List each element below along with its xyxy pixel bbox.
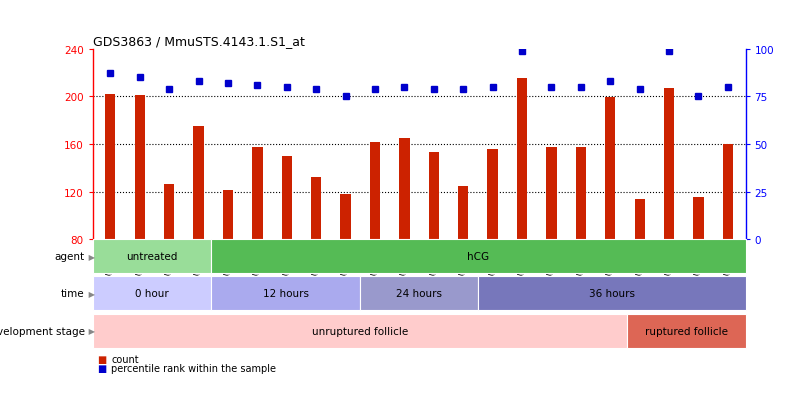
Bar	[488, 150, 498, 240]
Bar	[399, 139, 409, 240]
Bar	[723, 145, 733, 240]
Text: ■: ■	[97, 363, 106, 373]
Text: 36 hours: 36 hours	[589, 289, 635, 299]
Text: ▶: ▶	[86, 289, 95, 298]
Bar	[458, 186, 468, 240]
Bar	[693, 198, 704, 240]
Bar	[664, 89, 675, 240]
Bar	[311, 178, 322, 240]
Text: 24 hours: 24 hours	[396, 289, 442, 299]
Bar	[370, 142, 380, 240]
Bar	[634, 199, 645, 240]
Bar	[222, 191, 233, 240]
Text: 0 hour: 0 hour	[135, 289, 169, 299]
Text: untreated: untreated	[127, 252, 178, 261]
Text: time: time	[61, 289, 85, 299]
Text: count: count	[111, 354, 139, 364]
Text: percentile rank within the sample: percentile rank within the sample	[111, 363, 276, 373]
Bar	[193, 127, 204, 240]
Text: ■: ■	[97, 354, 106, 364]
Text: development stage: development stage	[0, 326, 85, 336]
Bar	[164, 185, 174, 240]
Bar	[340, 195, 351, 240]
Text: agent: agent	[55, 252, 85, 261]
Bar	[546, 148, 557, 240]
Bar	[106, 95, 115, 240]
Text: unruptured follicle: unruptured follicle	[312, 326, 408, 336]
Text: 12 hours: 12 hours	[263, 289, 309, 299]
Text: ▶: ▶	[86, 326, 95, 335]
Text: ▶: ▶	[86, 252, 95, 261]
Text: GDS3863 / MmuSTS.4143.1.S1_at: GDS3863 / MmuSTS.4143.1.S1_at	[93, 36, 305, 48]
Text: hCG: hCG	[467, 252, 489, 261]
Bar	[252, 148, 263, 240]
Bar	[429, 153, 439, 240]
Bar	[135, 96, 145, 240]
Bar	[281, 157, 292, 240]
Text: ruptured follicle: ruptured follicle	[645, 326, 728, 336]
Bar	[575, 148, 586, 240]
Bar	[605, 98, 616, 240]
Bar	[517, 79, 527, 240]
